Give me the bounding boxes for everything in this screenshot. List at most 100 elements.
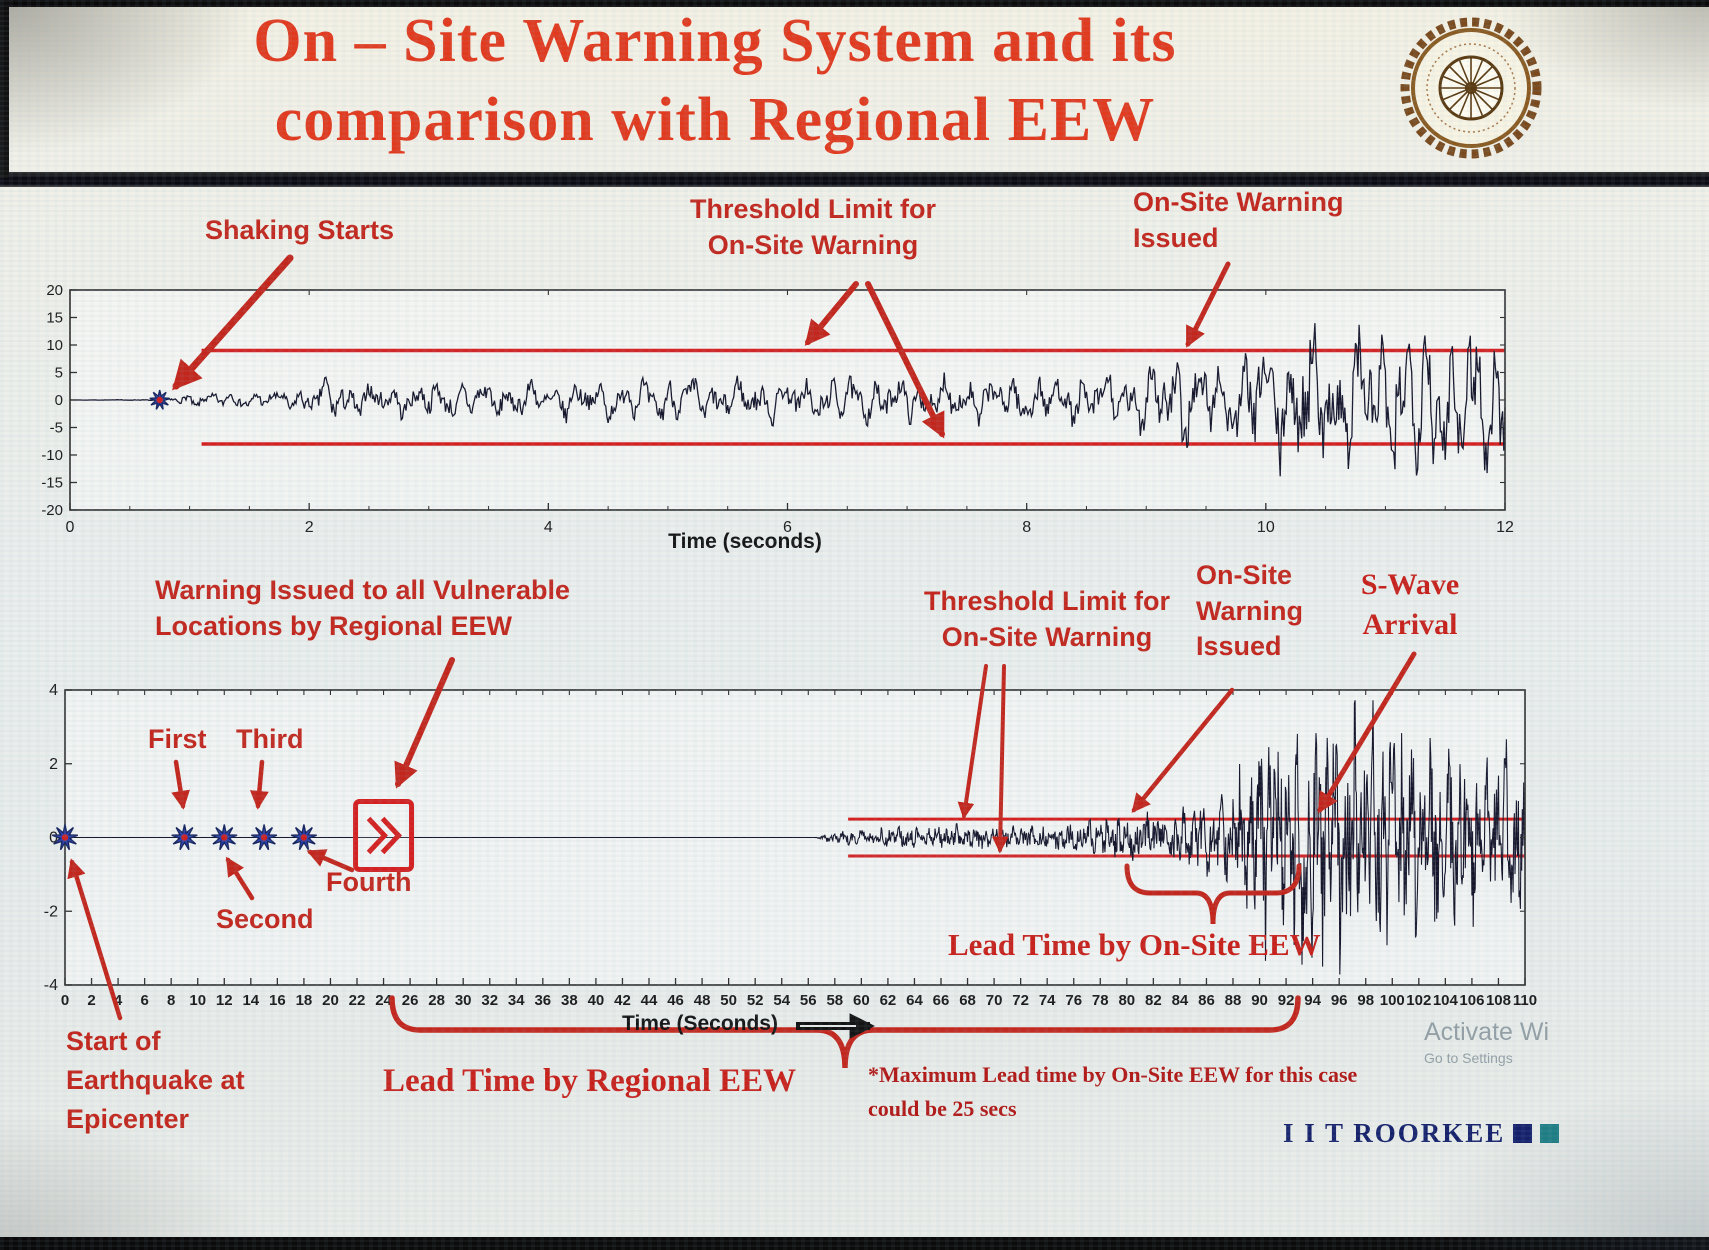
- x-tick-label: 68: [959, 992, 976, 1007]
- photo-edge-top: [0, 0, 1709, 7]
- label-regional-warning: Warning Issued to all Vulnerable Locatio…: [155, 575, 571, 641]
- y-tick-label: 4: [49, 682, 58, 699]
- label-start-epicenter: Start of Earthquake at Epicenter: [66, 1026, 245, 1135]
- label-lead-time-regional: Lead Time by Regional EEW: [383, 1063, 797, 1099]
- x-tick-label: 60: [853, 992, 870, 1007]
- x-tick-label: 104: [1433, 992, 1459, 1007]
- label-second: Second: [216, 904, 314, 934]
- x-tick-label: 12: [216, 992, 233, 1007]
- x-tick-label: 4: [544, 519, 553, 536]
- x-tick-label: 42: [614, 992, 631, 1007]
- top-seismogram-chart: 0 2 4 6 8 10 12 20 15 10 5 0 -5 -10 -15 -20: [41, 282, 1514, 536]
- x-tick-label: 12: [1496, 519, 1514, 536]
- y-tick-label: -10: [41, 447, 63, 464]
- watermark-line-2: Go to Settings: [1424, 1050, 1513, 1066]
- x-tick-label: 4: [114, 992, 123, 1007]
- x-tick-label: 52: [747, 992, 764, 1007]
- x-tick-label: 96: [1331, 992, 1348, 1007]
- x-tick-label: 56: [800, 992, 817, 1007]
- x-tick-label: 76: [1065, 992, 1082, 1007]
- x-tick-label: 24: [375, 992, 392, 1007]
- x-tick-label: 38: [561, 992, 578, 1007]
- x-tick-label: 8: [1022, 519, 1031, 536]
- label-lead-time-onsite: Lead Time by On-Site EEW: [948, 927, 1321, 962]
- x-tick-label: 46: [667, 992, 684, 1007]
- y-tick-label: -4: [44, 977, 58, 994]
- x-tick-label: 82: [1145, 992, 1162, 1007]
- x-tick-label: 86: [1198, 992, 1215, 1007]
- x-tick-label: 34: [508, 992, 525, 1007]
- x-tick-label: 10: [189, 992, 206, 1007]
- x-tick-label: 6: [783, 519, 792, 536]
- label-third: Third: [236, 724, 304, 754]
- x-tick-label: 6: [140, 992, 148, 1007]
- x-tick-label: 28: [428, 992, 445, 1007]
- x-tick-label: 90: [1251, 992, 1268, 1007]
- bottom-xaxis-label: Time (Seconds): [622, 1012, 778, 1035]
- y-tick-label: 10: [46, 337, 63, 354]
- x-tick-label: 98: [1357, 992, 1374, 1007]
- x-tick-label: 74: [1039, 992, 1056, 1007]
- footer-brand: I I T ROORKEE: [1283, 1118, 1560, 1149]
- photo-edge-bottom: [0, 1237, 1709, 1250]
- y-tick-label: -2: [44, 903, 58, 920]
- y-tick-label: 0: [49, 830, 58, 847]
- slide-title: On – Site Warning System and its compari…: [80, 2, 1350, 159]
- plot-area: [70, 290, 1505, 510]
- brand-square-teal: [1540, 1124, 1560, 1143]
- y-tick-label: 20: [46, 282, 63, 299]
- x-tick-label: 72: [1012, 992, 1029, 1007]
- label-threshold-bottom: Threshold Limit for On-Site Warning: [924, 586, 1170, 652]
- y-tick-label: 15: [46, 310, 63, 327]
- x-tick-label: 94: [1304, 992, 1321, 1007]
- photo-edge-left: [0, 0, 9, 178]
- label-onsite-issued-top: On-Site Warning Issued: [1133, 187, 1344, 253]
- x-tick-label: 50: [720, 992, 737, 1007]
- title-line-2: comparison with Regional EEW: [274, 85, 1156, 154]
- top-xaxis-label: Time (seconds): [668, 530, 822, 553]
- x-tick-label: 2: [87, 992, 95, 1007]
- x-tick-label: 18: [296, 992, 313, 1007]
- x-tick-label: 58: [826, 992, 843, 1007]
- x-tick-label: 36: [534, 992, 551, 1007]
- x-tick-label: 20: [322, 992, 339, 1007]
- label-first: First: [148, 724, 207, 754]
- x-tick-label: 2: [305, 519, 314, 536]
- x-tick-label: 10: [1257, 519, 1275, 536]
- x-tick-label: 26: [402, 992, 419, 1007]
- x-tick-label: 108: [1486, 992, 1511, 1007]
- x-tick-label: 30: [455, 992, 472, 1007]
- x-tick-label: 0: [61, 992, 69, 1007]
- regional-warning-issued-icon: [353, 799, 415, 872]
- x-tick-label: 106: [1459, 992, 1484, 1007]
- x-tick-label: 40: [588, 992, 605, 1007]
- title-divider: [0, 172, 1709, 187]
- x-tick-label: 70: [986, 992, 1003, 1007]
- x-tick-label: 44: [641, 992, 658, 1007]
- y-tick-label: 2: [49, 756, 58, 773]
- x-tick-label: 48: [694, 992, 711, 1007]
- x-tick-label: 0: [66, 519, 75, 536]
- y-tick-label: 0: [55, 392, 63, 409]
- x-tick-label: 102: [1406, 992, 1431, 1007]
- x-tick-label: 78: [1092, 992, 1109, 1007]
- y-tick-label: -15: [41, 475, 63, 492]
- y-tick-label: 5: [55, 365, 63, 382]
- label-fourth: Fourth: [326, 867, 412, 897]
- title-line-1: On – Site Warning System and its: [253, 7, 1177, 75]
- x-tick-label: 62: [880, 992, 897, 1007]
- x-tick-label: 54: [773, 992, 790, 1007]
- x-tick-label: 92: [1278, 992, 1295, 1007]
- x-tick-label: 66: [933, 992, 950, 1007]
- label-swave-arrival: S-Wave Arrival: [1360, 568, 1460, 641]
- brand-square-navy: [1513, 1124, 1533, 1143]
- x-tick-label: 84: [1172, 992, 1189, 1007]
- y-tick-label: -5: [50, 420, 63, 437]
- x-tick-label: 88: [1225, 992, 1242, 1007]
- x-tick-label: 64: [906, 992, 923, 1007]
- watermark-line-1: Activate Wi: [1424, 1018, 1550, 1046]
- footer-brand-text: I I T ROORKEE: [1283, 1118, 1506, 1148]
- iit-roorkee-logo: [1400, 17, 1542, 159]
- x-tick-label: 16: [269, 992, 286, 1007]
